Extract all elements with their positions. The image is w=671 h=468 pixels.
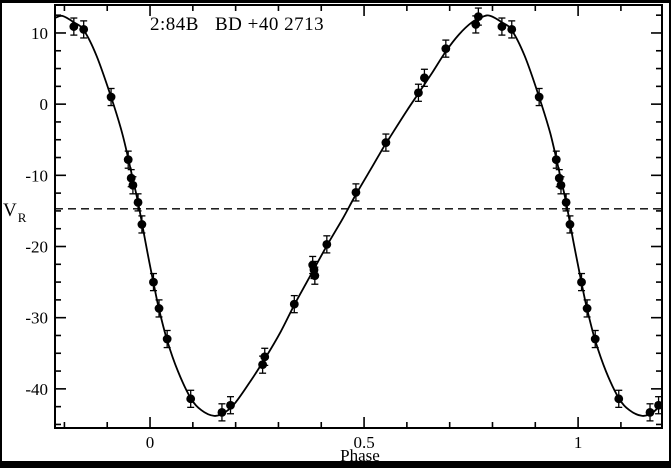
data-point-marker [149,277,158,287]
data-point [186,389,196,409]
data-point [133,193,143,212]
x-tick-label: 1 [574,433,583,452]
data-point [154,299,164,318]
data-point [381,133,391,152]
data-point [69,17,79,36]
data-point [162,329,172,349]
data-point [556,176,566,195]
data-point-marker [226,400,235,410]
data-point [217,403,227,422]
data-point [534,87,544,107]
data-point-marker [310,271,320,281]
data-point [565,215,575,234]
data-point [310,266,320,285]
data-point-marker [133,197,143,207]
y-tick-label: -10 [25,166,48,185]
data-point [590,329,600,349]
data-point [507,20,517,39]
data-point-marker [186,394,196,404]
y-axis-label-subscript: R [17,210,27,225]
data-point-marker [322,239,332,249]
tick-labels: 0 0.5 1 10 0 -10 -20 -30 -40 [25,24,582,452]
data-point [420,68,429,88]
y-tick-label: 0 [40,95,49,114]
data-point-marker [289,299,299,309]
data-point [441,39,451,58]
data-point [137,215,147,234]
plot-title: 2:84B BD +40 2713 [150,14,324,36]
data-point-marker [217,407,227,417]
data-point [561,193,571,212]
data-point-marker [106,92,116,102]
data-point-marker [556,180,566,190]
data-point-marker [582,304,592,313]
y-tick-label: -40 [25,380,48,399]
plot-title-series: 2:84B [150,14,199,35]
data-point-marker [645,407,655,417]
data-point-marker [590,334,600,344]
y-tick-label: -20 [25,237,48,256]
data-point-marker [137,220,147,229]
data-point-marker [614,394,624,404]
data-point-marker [414,88,423,98]
data-point-marker [565,220,575,229]
y-axis-label: VR [3,200,27,225]
data-point-marker [561,197,571,207]
data-point [551,150,561,169]
data-point-marker [162,334,172,344]
data-point-marker [351,188,361,197]
data-point [149,272,158,292]
data-point-marker [258,360,268,370]
data-point [289,294,299,314]
data-point [123,150,133,169]
model-curve [54,14,663,417]
data-point [473,7,483,26]
data-point-marker [577,277,586,287]
data-point-marker [123,155,133,165]
data-point [582,299,592,318]
data-point-marker [260,352,270,362]
data-point [79,20,89,39]
data-point [351,183,361,202]
data-point [577,272,586,292]
data-point [226,396,235,415]
data-point-marker [497,22,507,31]
data-point-marker [507,25,517,34]
x-tick-label: 0.5 [353,433,374,452]
data-point [106,87,116,107]
data-point [497,17,507,36]
data-point-marker [154,304,164,313]
data-point-marker [79,25,89,34]
data-point-marker [441,44,451,54]
x-axis-label: Phase [340,446,380,465]
y-tick-label: 10 [31,24,48,43]
x-tick-label: 0 [146,433,155,452]
data-point-marker [420,73,429,83]
data-point-marker [473,12,483,22]
data-point-marker [551,155,561,165]
data-point-marker [534,92,544,102]
data-point [322,235,332,254]
plot-title-star: BD +40 2713 [214,14,325,35]
data-point [614,389,624,409]
data-point [645,403,655,422]
y-tick-label: -30 [25,309,48,328]
data-points [69,7,663,422]
data-point-marker [128,180,138,190]
data-point-marker [381,138,391,147]
plot-frame [54,4,663,429]
data-point [260,347,270,367]
data-point-marker [69,22,79,31]
y-axis-label-main: V [3,200,17,221]
data-point [414,83,423,102]
axis-ticks [55,5,662,428]
